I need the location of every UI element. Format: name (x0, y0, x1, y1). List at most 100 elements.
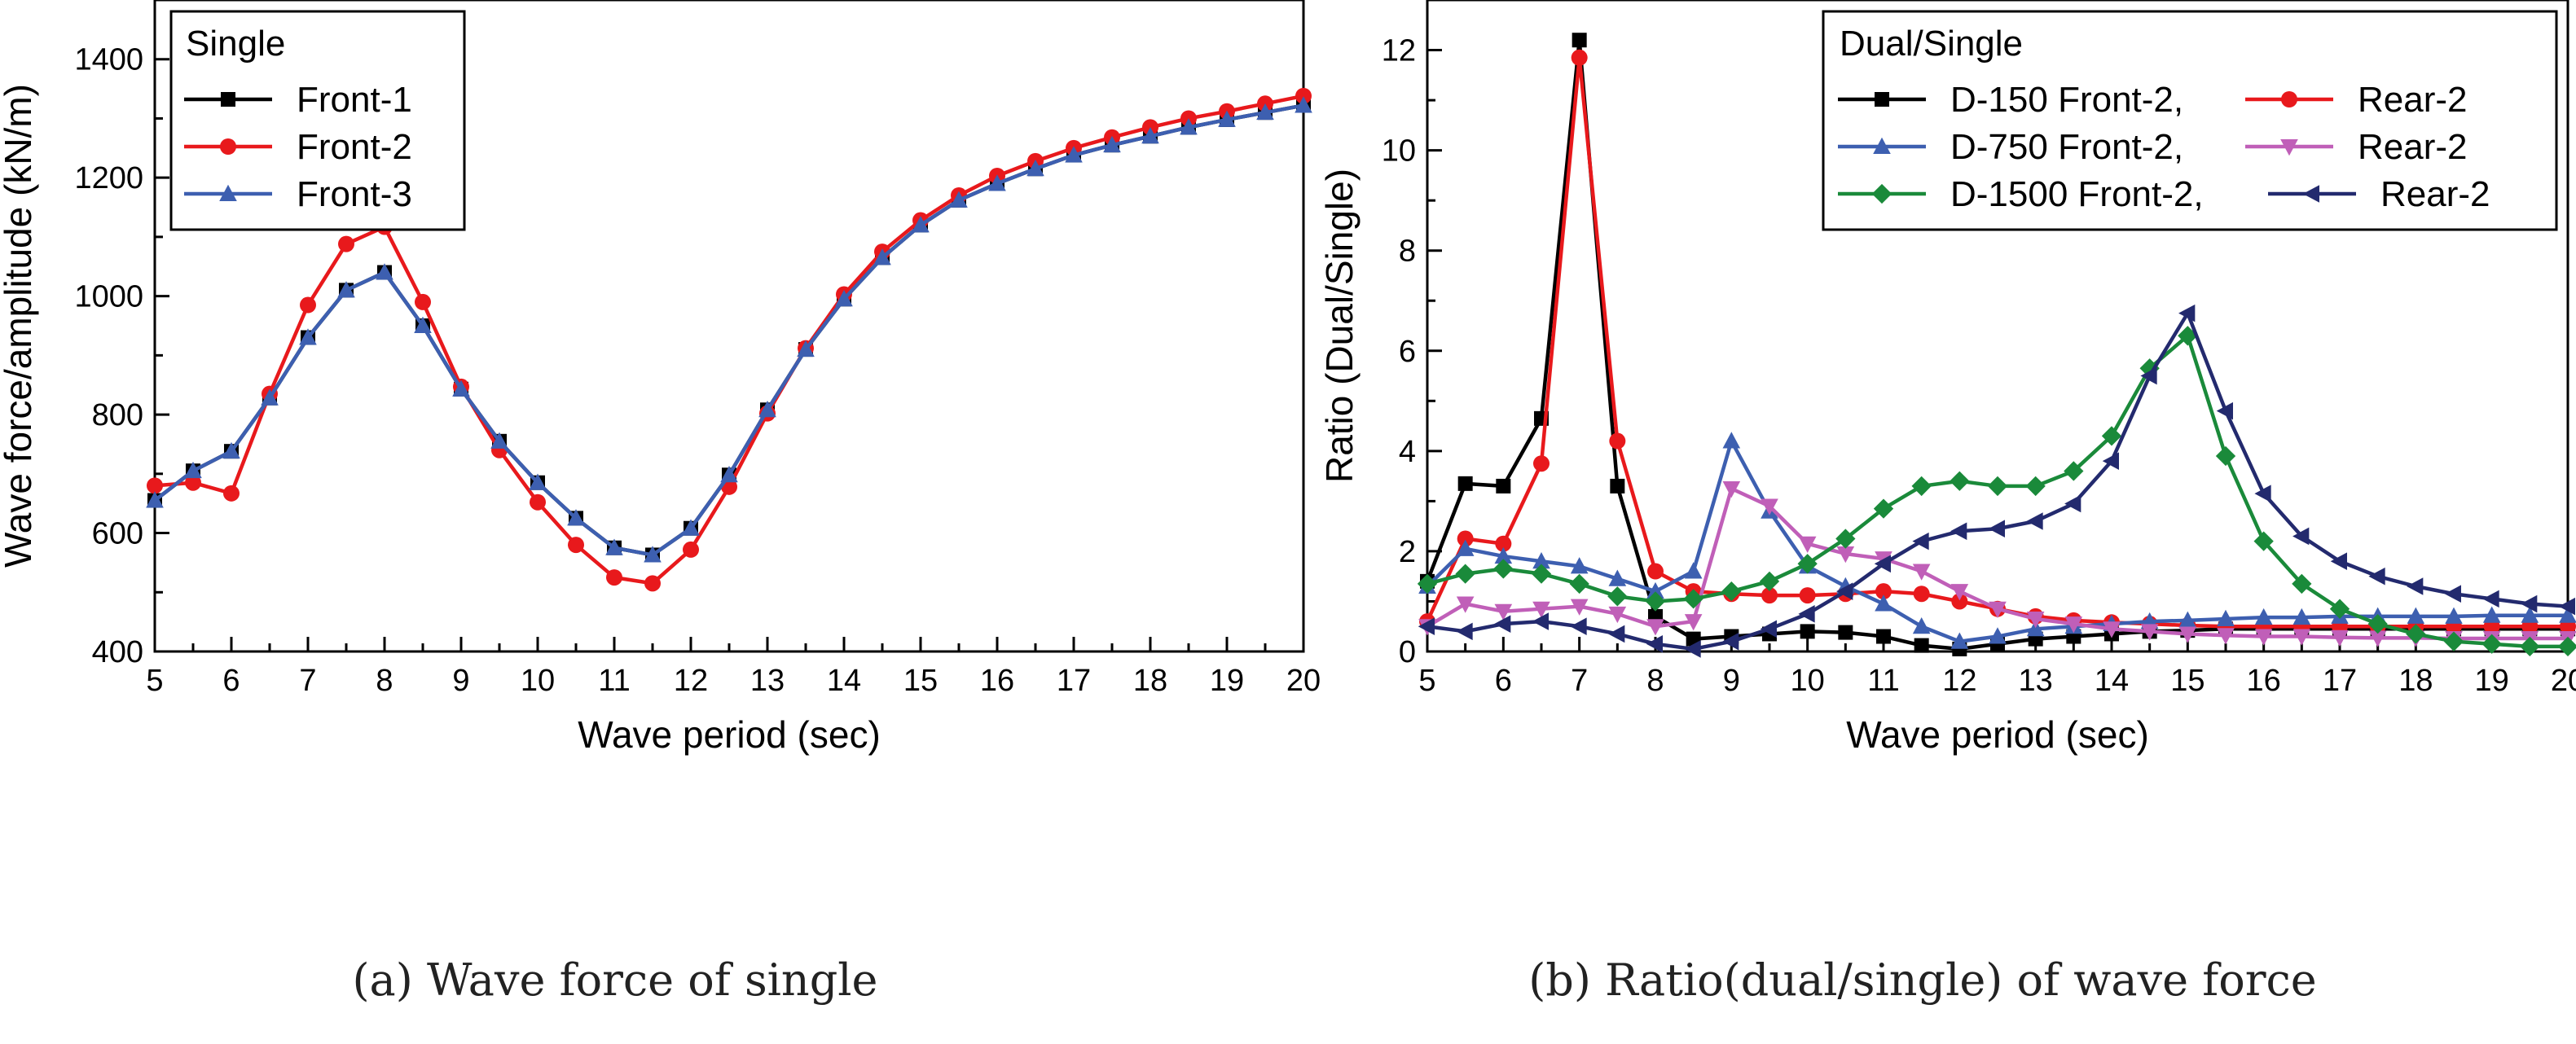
chart-a-data-point (490, 432, 508, 449)
chart-b-data-point (1913, 586, 1930, 603)
chart-a-data-point (337, 281, 355, 298)
chart-b-caption: (b) Ratio(dual/single) of wave force (1528, 954, 2317, 1006)
chart-b-legend-row: D-750 Front-2, Rear-2 (1838, 127, 2468, 167)
chart-b-x-tick-label: 20 (2551, 664, 2576, 698)
chart-a-legend-label: Front-3 (297, 174, 412, 214)
chart-b-legend-marker (1875, 92, 1889, 107)
chart-b-data-point (1800, 624, 1815, 639)
chart-a-x-tick-label: 18 (1133, 664, 1167, 698)
chart-a-x-tick-label: 10 (521, 664, 555, 698)
chart-b-data-point (1532, 551, 1550, 569)
chart-a-data-point (146, 491, 164, 508)
chart-b-data-point (1646, 581, 1664, 599)
chart-b-data-point (1987, 476, 2008, 497)
chart-a-x-tick-label: 17 (1057, 664, 1091, 698)
chart-b-data-point (1531, 564, 1552, 584)
chart-a-x-tick-label: 9 (452, 664, 469, 698)
chart-b-legend-label-front: D-1500 Front-2, (1950, 174, 2204, 214)
chart-a-x-tick-label: 8 (376, 664, 393, 698)
chart-b-x-tick-label: 7 (1571, 664, 1588, 698)
chart-a-data-point (605, 538, 623, 555)
chart-b-legend-marker (2302, 185, 2319, 203)
chart-b-data-point (2216, 401, 2233, 420)
chart-b-y-tick-label: 6 (1399, 335, 1416, 369)
chart-b-data-point (1835, 529, 1856, 549)
chart-b-data-point (1912, 616, 1931, 634)
chart-b-data-point (2215, 445, 2236, 467)
chart-b-y-tick-label: 8 (1399, 235, 1416, 269)
chart-a-x-tick-label: 5 (146, 664, 163, 698)
chart-a-xlabel: Wave period (sec) (578, 713, 881, 756)
chart-b-data-point (1799, 587, 1816, 604)
chart-a-data-point (1295, 87, 1312, 104)
chart-a-x-tick-label: 15 (903, 664, 938, 698)
chart-b-data-point (1761, 587, 1778, 604)
chart-a-data-point (261, 388, 279, 406)
chart-a-data-point (950, 191, 968, 208)
chart-b-data-point (1684, 562, 1703, 579)
chart-b-data-point (1876, 629, 1891, 644)
chart-b-data-point (1571, 49, 1588, 66)
chart-a-data-point (797, 340, 815, 358)
chart-b-data-point (2025, 476, 2046, 497)
chart-a-x-tick-label: 16 (980, 664, 1014, 698)
chart-b-data-point (1456, 539, 1475, 556)
chart-b-ticks: 5 6 7 8 9 10 11 12 13 14 15 16 17 18 19 20 0 2 4 6 8 10 12 (1382, 0, 2576, 698)
chart-b-data-point (2368, 567, 2385, 586)
chart-b-data-point (2558, 597, 2575, 616)
chart-a-data-point (184, 461, 202, 479)
chart-b-data-point (1493, 559, 1514, 579)
chart-b-data-point (1684, 640, 1701, 658)
chart-b-data-point (1494, 603, 1513, 621)
chart-b-data-point (1911, 476, 1932, 497)
chart-b-legend-box (1822, 10, 2558, 231)
chart-b-data-point (2103, 621, 2121, 638)
chart-a-data-point (530, 493, 546, 511)
chart-b-data-point (2368, 630, 2387, 647)
chart-b-data-point (1495, 535, 1512, 552)
chart-b-data-point (2140, 366, 2157, 385)
chart-a-data-point (683, 541, 699, 558)
chart-b-x-tick-label: 14 (2095, 664, 2129, 698)
chart-a-data-point (1256, 103, 1274, 121)
chart-b-series-group (1417, 33, 2576, 658)
chart-b-data-point (1683, 589, 1703, 609)
chart-b-data-point (1836, 546, 1855, 564)
chart-a-legend-item: Front-2 (184, 127, 412, 167)
chart-a-ticks: 5 6 7 8 9 10 11 12 13 14 15 16 17 18 19 20 400 600 800 1000… (74, 0, 1321, 698)
chart-a-data-point (568, 537, 584, 554)
chart-b-x-tick-label: 12 (1942, 664, 1976, 698)
chart-b-data-point (1950, 632, 1969, 649)
chart-a-data-point (1180, 118, 1198, 135)
chart-b-data-point (2064, 461, 2084, 481)
chart-a-data-point (912, 216, 930, 233)
chart-b: 5 6 7 8 9 10 11 12 13 14 15 16 17 18 19 20 0 2 4 6 8 10 12 Dua… (1318, 0, 2576, 1006)
chart-a-x-tick-label: 7 (299, 664, 316, 698)
chart-b-legend-marker (2280, 139, 2298, 156)
chart-b-data-point (1494, 615, 1511, 633)
chart-b-legend-title: Dual/Single (1840, 24, 2023, 64)
chart-b-data-point (2443, 631, 2464, 651)
chart-b-data-point (1457, 476, 1473, 491)
chart-a-data-point (376, 263, 393, 280)
chart-b-data-point (1873, 498, 1894, 519)
chart-a-x-tick-label: 11 (598, 664, 630, 698)
chart-b-data-point (1914, 638, 1929, 653)
chart-b-data-point (1722, 432, 1741, 449)
chart-b-data-point (2292, 527, 2310, 546)
chart-b-data-point (1532, 612, 1549, 630)
chart-a: 5 6 7 8 9 10 11 12 13 14 15 16 17 18 19 20 400 600 800 1000… (0, 0, 1321, 1006)
chart-a-data-point (223, 485, 240, 502)
chart-b-data-point (1532, 601, 1550, 618)
chart-b-series-d-750-rear-2 (1418, 481, 2576, 648)
chart-a-x-tick-label: 14 (827, 664, 861, 698)
chart-a-legend-marker (219, 184, 237, 201)
chart-b-y-tick-label: 0 (1399, 635, 1416, 669)
chart-b-data-point (2292, 573, 2312, 594)
chart-a-x-tick-label: 19 (1210, 664, 1244, 698)
chart-b-data-point (1684, 614, 1703, 631)
chart-b-y-tick-label: 4 (1399, 435, 1416, 469)
chart-b-data-point (1533, 455, 1550, 472)
chart-a-data-point (1026, 160, 1044, 177)
chart-a-y-tick-label: 1200 (74, 161, 143, 195)
